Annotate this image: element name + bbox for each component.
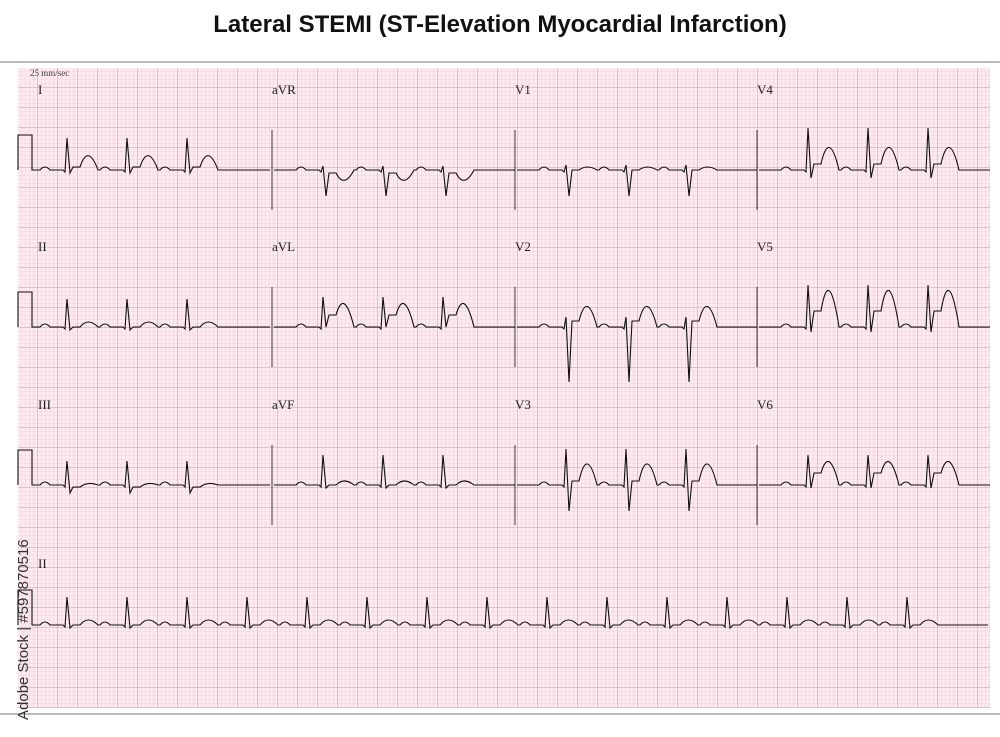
ecg-trace xyxy=(17,134,270,175)
title: Lateral STEMI (ST-Elevation Myocardial I… xyxy=(213,11,786,38)
lead-label: V1 xyxy=(515,82,531,97)
ecg-trace xyxy=(759,284,990,333)
ecg-trace xyxy=(517,305,757,383)
ecg-trace xyxy=(759,454,990,489)
watermark: Adobe Stock | #597870516 xyxy=(15,539,32,720)
lead-label: aVL xyxy=(272,239,295,254)
lead-label: aVF xyxy=(272,397,294,412)
ecg-trace xyxy=(517,164,757,197)
grid xyxy=(18,68,990,708)
paper-speed: 25 mm/sec xyxy=(30,68,69,78)
lead-label: II xyxy=(38,239,47,254)
ecg-trace xyxy=(759,127,990,179)
ecg-trace xyxy=(274,454,515,490)
ecg-trace xyxy=(17,291,270,332)
lead-label: aVR xyxy=(272,82,296,97)
ecg-trace xyxy=(17,589,988,630)
lead-label: V4 xyxy=(757,82,773,97)
ecg-trace xyxy=(274,165,515,197)
lead-label: V3 xyxy=(515,397,531,412)
ecg-trace xyxy=(517,448,757,512)
ecg-trace xyxy=(274,296,515,331)
lead-label: V5 xyxy=(757,239,773,254)
lead-label: V6 xyxy=(757,397,773,412)
lead-label: III xyxy=(38,397,51,412)
lead-label: I xyxy=(38,82,42,97)
lead-label: II xyxy=(38,556,47,571)
lead-label: V2 xyxy=(515,239,531,254)
ecg-trace xyxy=(17,449,270,495)
